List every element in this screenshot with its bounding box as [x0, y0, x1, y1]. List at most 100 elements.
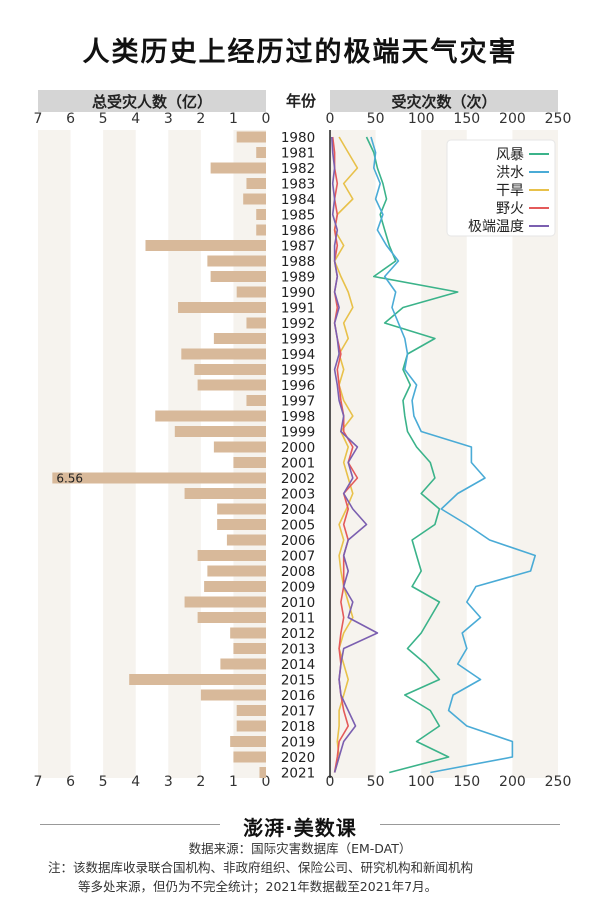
right-axis-header: 受灾次数（次） — [330, 90, 558, 112]
year-label-1988: 1988 — [281, 254, 315, 270]
legend-label-洪水: 洪水 — [496, 165, 524, 181]
bar-axis-tick-top: 2 — [196, 111, 205, 127]
line-axis-tick-top: 200 — [499, 111, 526, 127]
bar-1983 — [246, 178, 266, 189]
year-label-1997: 1997 — [281, 394, 315, 410]
bar-1991 — [178, 302, 266, 313]
bar-1986 — [256, 224, 266, 236]
line-axis-tick-bottom: 50 — [367, 774, 385, 790]
bar-2007 — [197, 550, 266, 561]
bar-2000 — [213, 441, 266, 453]
year-label-1996: 1996 — [281, 378, 315, 394]
year-label-1995: 1995 — [281, 363, 315, 379]
line-axis-tick-bottom: 150 — [453, 774, 480, 790]
line-axis-tick-bottom: 100 — [408, 774, 435, 790]
line-axis-tick-top: 250 — [545, 111, 572, 127]
bar-axis-tick-bottom: 5 — [99, 774, 108, 790]
footnote-line-2: 等多处来源，但仍为不完全统计；2021年数据截至2021年7月。 — [78, 879, 438, 894]
bar-1988 — [207, 255, 266, 267]
year-label-1985: 1985 — [281, 208, 315, 224]
bar-1985 — [256, 209, 266, 220]
bar-axis-tick-top: 3 — [164, 111, 173, 127]
bar-axis-tick-bottom: 6 — [66, 774, 75, 790]
year-label-2006: 2006 — [281, 533, 315, 549]
bar-1989 — [210, 271, 266, 282]
bar-1984 — [243, 193, 266, 205]
bar-2008 — [207, 565, 266, 577]
year-label-1981: 1981 — [281, 146, 315, 162]
year-label-2005: 2005 — [281, 518, 315, 534]
bar-data-label-2002: 6.56 — [56, 472, 83, 486]
bar-2001 — [233, 457, 266, 468]
line-axis-tick-bottom: 0 — [326, 774, 335, 790]
bar-axis-tick-bottom: 0 — [262, 774, 271, 790]
year-label-1990: 1990 — [281, 285, 315, 301]
series-line-风暴 — [365, 136, 459, 774]
bar-2011 — [197, 612, 266, 623]
bar-1993 — [213, 333, 266, 344]
year-label-1983: 1983 — [281, 177, 315, 193]
bar-axis-tick-top: 0 — [262, 111, 271, 127]
year-label-2010: 2010 — [281, 595, 315, 611]
line-axis-tick-bottom: 200 — [499, 774, 526, 790]
legend-label-干旱: 干旱 — [496, 183, 524, 199]
year-label-1998: 1998 — [281, 409, 315, 425]
year-label-1984: 1984 — [281, 192, 315, 208]
footnote-line-1: 注：该数据库收录联合国机构、非政府组织、保险公司、研究机构和新闻机构 — [48, 860, 474, 875]
disaster-chart: 7766554433221100005050100100150150200200… — [34, 111, 572, 790]
bar-1998 — [155, 410, 266, 422]
bar-axis-tick-top: 1 — [229, 111, 238, 127]
legend-label-野火: 野火 — [496, 201, 524, 217]
bar-2016 — [200, 689, 266, 701]
bar-axis-tick-bottom: 2 — [196, 774, 205, 790]
bar-2012 — [230, 627, 266, 639]
bar-2020 — [233, 751, 266, 763]
bar-2009 — [204, 581, 266, 592]
bar-2006 — [226, 534, 266, 546]
year-label-1992: 1992 — [281, 316, 315, 332]
bar-2014 — [220, 658, 266, 670]
line-axis-tick-top: 150 — [453, 111, 480, 127]
year-label-2001: 2001 — [281, 456, 315, 472]
bar-2021 — [259, 767, 266, 778]
year-label-2000: 2000 — [281, 440, 315, 456]
year-label-1989: 1989 — [281, 270, 315, 286]
year-label-2013: 2013 — [281, 642, 315, 658]
bar-axis-tick-top: 5 — [99, 111, 108, 127]
year-label-2020: 2020 — [281, 750, 315, 766]
bar-axis-tick-bottom: 4 — [131, 774, 140, 790]
footnote: 注：该数据库收录联合国机构、非政府组织、保险公司、研究机构和新闻机构 等多处来源… — [48, 858, 568, 896]
bar-1982 — [210, 162, 266, 174]
series-line-极端温度 — [331, 136, 379, 773]
year-label-1986: 1986 — [281, 223, 315, 239]
bar-1994 — [181, 348, 266, 360]
year-label-2021: 2021 — [281, 766, 315, 782]
legend-box — [446, 139, 556, 237]
line-axis-tick-top: 100 — [408, 111, 435, 127]
year-label-2009: 2009 — [281, 580, 315, 596]
bar-1996 — [197, 379, 266, 391]
left-axis-header: 总受灾人数（亿） — [38, 90, 266, 112]
bar-axis-tick-top: 6 — [66, 111, 75, 127]
year-label-2004: 2004 — [281, 502, 315, 518]
bar-2013 — [233, 643, 266, 654]
bar-axis-tick-top: 7 — [34, 111, 43, 127]
bar-2015 — [129, 674, 266, 685]
year-label-2008: 2008 — [281, 564, 315, 580]
year-label-2018: 2018 — [281, 719, 315, 735]
year-label-2002: 2002 — [281, 471, 315, 487]
line-axis-tick-top: 50 — [367, 111, 385, 127]
legend-label-风暴: 风暴 — [496, 147, 524, 163]
bar-1987 — [145, 240, 266, 251]
bar-1992 — [246, 317, 266, 329]
year-label-2012: 2012 — [281, 626, 315, 642]
bar-axis-tick-bottom: 7 — [34, 774, 43, 790]
year-label-1994: 1994 — [281, 347, 315, 363]
year-label-2011: 2011 — [281, 611, 315, 627]
year-label-2019: 2019 — [281, 735, 315, 751]
line-grid-band — [512, 130, 558, 778]
brand-divider-right — [380, 824, 560, 825]
year-label-2003: 2003 — [281, 487, 315, 503]
year-label-2015: 2015 — [281, 673, 315, 689]
bar-grid-band — [168, 130, 201, 778]
